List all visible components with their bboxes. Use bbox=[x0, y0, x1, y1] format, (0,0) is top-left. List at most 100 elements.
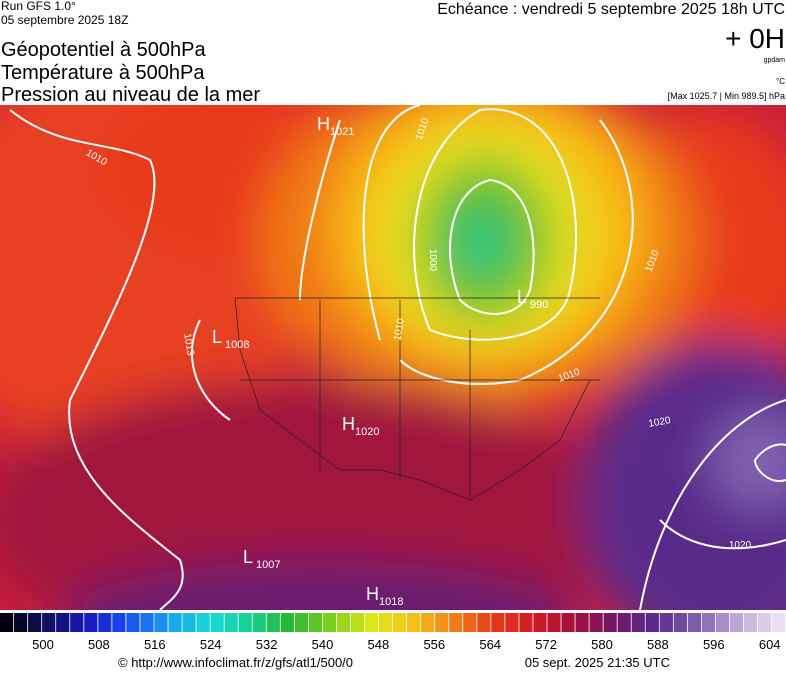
colorbar-label: 596 bbox=[703, 637, 725, 652]
colorbar-cell bbox=[715, 613, 730, 632]
colorbar-cell bbox=[701, 613, 716, 632]
colorbar-label: 580 bbox=[591, 637, 613, 652]
colorbar-cell bbox=[477, 613, 491, 632]
echeance: Echéance : vendredi 5 septembre 2025 18h… bbox=[437, 1, 785, 18]
isobar-label: 1000 bbox=[427, 249, 438, 272]
center-letter: H bbox=[317, 114, 330, 134]
center-value: 990 bbox=[530, 299, 548, 311]
colorbar-cell bbox=[84, 613, 98, 632]
center-letter: L bbox=[212, 327, 222, 347]
range: [Max 1025.7 | Min 989.5] hPa bbox=[668, 91, 785, 101]
colorbar-cell bbox=[112, 613, 126, 632]
colorbar-cell bbox=[252, 613, 266, 632]
colorbar-cell bbox=[308, 613, 323, 632]
center-value: 1008 bbox=[225, 339, 249, 351]
colorbar-cell bbox=[280, 613, 294, 632]
isobar-label: 1020 bbox=[729, 540, 752, 551]
colorbar-label: 524 bbox=[200, 637, 222, 652]
colorbar-cell bbox=[238, 613, 252, 632]
colorbar-cell bbox=[322, 613, 337, 632]
colorbar-cell bbox=[210, 613, 224, 632]
colorbar-label: 572 bbox=[535, 637, 557, 652]
center-letter: L bbox=[517, 287, 527, 307]
colorbar-cell bbox=[519, 613, 533, 632]
colorbar-label: 548 bbox=[368, 637, 390, 652]
colorbar-cell bbox=[729, 613, 744, 632]
center-letter: H bbox=[342, 414, 355, 434]
colorbar-cell bbox=[14, 613, 28, 632]
colorbar-label: 564 bbox=[479, 637, 501, 652]
colorbar-cell bbox=[645, 613, 659, 632]
center-letter: H bbox=[366, 584, 379, 604]
colorbar-cell bbox=[449, 613, 463, 632]
footer-url: © http://www.infoclimat.fr/z/gfs/atl1/50… bbox=[118, 655, 353, 670]
colorbar-cell bbox=[617, 613, 631, 632]
colorbar-cell bbox=[56, 613, 70, 632]
unit-geo: gpdam bbox=[764, 57, 786, 64]
colorbar-label: 540 bbox=[312, 637, 334, 652]
colorbar-cell bbox=[757, 613, 772, 632]
title-2: Température à 500hPa bbox=[1, 62, 205, 84]
colorbar-cell bbox=[421, 613, 435, 632]
run-date: 05 septembre 2025 18Z bbox=[1, 13, 128, 27]
colorbar-cell bbox=[435, 613, 449, 632]
colorbar-cell bbox=[98, 613, 112, 632]
center-letter: L bbox=[243, 547, 253, 567]
colorbar-cell bbox=[364, 613, 379, 632]
colorbar-cell bbox=[771, 613, 786, 632]
colorbar-label: 532 bbox=[256, 637, 278, 652]
center-value: 1020 bbox=[355, 426, 379, 438]
colorbar-cell bbox=[168, 613, 182, 632]
colorbar-label: 588 bbox=[647, 637, 669, 652]
colorbar-cell bbox=[589, 613, 603, 632]
colorbar-cell bbox=[561, 613, 575, 632]
lead: + 0H bbox=[725, 23, 785, 54]
colorbar-cell bbox=[266, 613, 280, 632]
title-1: Géopotentiel à 500hPa bbox=[1, 39, 206, 61]
colorbar-cell bbox=[196, 613, 210, 632]
isobars bbox=[9, 105, 786, 610]
center-value: 1007 bbox=[256, 559, 280, 571]
colorbar-cell bbox=[687, 613, 701, 632]
footer-timestamp: 05 sept. 2025 21:35 UTC bbox=[525, 655, 670, 670]
colorbar-cell bbox=[673, 613, 687, 632]
colorbar-cell bbox=[463, 613, 477, 632]
colorbar-cell bbox=[491, 613, 505, 632]
unit-temp: °C bbox=[776, 77, 785, 86]
colorbar-cell bbox=[505, 613, 519, 632]
colorbar: 500 508 516 524 532 540 548 556 564 572 580 588 596 6… bbox=[0, 613, 786, 652]
colorbar-cell bbox=[224, 613, 238, 632]
colorbar-label: 556 bbox=[423, 637, 445, 652]
colorbar-cell bbox=[393, 613, 407, 632]
colorbar-cell bbox=[294, 613, 308, 632]
title-3: Pression au niveau de la mer bbox=[1, 84, 260, 106]
run: Run GFS 1.0° bbox=[1, 0, 76, 13]
colorbar-cell bbox=[350, 613, 365, 632]
isobar-label: 1013 bbox=[181, 333, 196, 357]
colorbar-label: 516 bbox=[144, 637, 166, 652]
colorbar-label: 500 bbox=[32, 637, 54, 652]
colorbar-cell bbox=[28, 613, 42, 632]
isobar-label: 1020 bbox=[648, 415, 672, 430]
colorbar-cell bbox=[126, 613, 140, 632]
colorbar-cell bbox=[378, 613, 393, 632]
colorbar-cell bbox=[533, 613, 547, 632]
colorbar-cell bbox=[631, 613, 645, 632]
colorbar-cell bbox=[182, 613, 196, 632]
colorbar-cell bbox=[154, 613, 168, 632]
colorbar-cell bbox=[603, 613, 617, 632]
center-value: 1018 bbox=[379, 596, 403, 608]
colorbar-cell bbox=[336, 613, 351, 632]
colorbar-cell bbox=[575, 613, 589, 632]
colorbar-cell bbox=[547, 613, 561, 632]
borders bbox=[234, 297, 600, 501]
colorbar-cell bbox=[659, 613, 673, 632]
colorbar-cell bbox=[42, 613, 56, 632]
colorbar-cell bbox=[70, 613, 84, 632]
colorbar-label: 604 bbox=[759, 637, 781, 652]
colorbar-cell bbox=[0, 613, 14, 632]
center-value: 1021 bbox=[330, 126, 354, 138]
colorbar-label: 508 bbox=[88, 637, 110, 652]
